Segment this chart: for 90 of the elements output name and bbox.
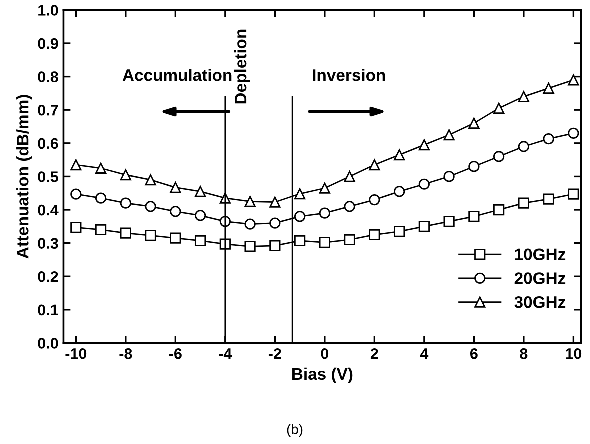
point [194, 186, 206, 198]
point [494, 151, 505, 162]
x-tick-label: 4 [420, 348, 429, 360]
point [518, 91, 530, 102]
y-tick-label: 0.8 [38, 72, 58, 82]
point [120, 169, 132, 181]
point [194, 210, 206, 222]
point [120, 228, 132, 239]
point [120, 198, 132, 209]
point [418, 221, 430, 232]
point [244, 218, 256, 230]
point [444, 171, 455, 182]
x-tick-label: 0 [321, 348, 329, 360]
y-tick-label: 0.2 [38, 271, 58, 282]
point [568, 128, 580, 139]
x-axis-title: Bias (V) [292, 368, 353, 384]
point [468, 118, 480, 129]
point [468, 161, 480, 172]
point [543, 194, 554, 205]
point [95, 162, 107, 174]
point [319, 237, 330, 248]
text: (b) [287, 424, 303, 438]
point [319, 182, 330, 194]
annotation: Inversion [313, 69, 386, 82]
y-tick-label: 0.6 [38, 138, 58, 150]
point [418, 178, 430, 190]
annotation: Depletion [234, 30, 250, 104]
point [294, 235, 306, 247]
point [444, 130, 455, 141]
point [270, 196, 281, 208]
point [70, 222, 82, 234]
annotation: Accumulation [122, 69, 232, 82]
legend-label: 30GHz [514, 296, 566, 308]
point [70, 160, 82, 171]
point [344, 171, 356, 182]
x-tick-label: 6 [470, 348, 478, 360]
point [418, 140, 430, 151]
point [518, 141, 530, 152]
y-tick-label: 0.9 [38, 38, 58, 50]
point [170, 182, 182, 194]
point [369, 160, 380, 171]
point [145, 201, 156, 212]
y-tick-label: 1.0 [38, 5, 58, 16]
point [444, 216, 455, 228]
point [543, 134, 554, 145]
x-tick-label: -2 [268, 348, 282, 360]
point [518, 198, 530, 209]
x-tick-label: 8 [520, 348, 528, 360]
point [394, 150, 406, 161]
point [170, 232, 182, 244]
point [319, 208, 330, 219]
x-tick-label: -8 [120, 348, 132, 360]
point [468, 211, 480, 222]
point [294, 188, 306, 200]
point [270, 218, 281, 229]
x-tick-label: 10 [566, 348, 582, 360]
point [369, 194, 380, 206]
y-tick-label: 0.3 [38, 238, 58, 250]
point [145, 174, 156, 186]
y-tick-label: 0.5 [38, 172, 58, 182]
legend-label: 20GHz [514, 272, 566, 284]
point [394, 186, 406, 198]
y-axis-title: Attenuation (dB/mm) [16, 95, 32, 259]
x-tick-label: -10 [66, 348, 87, 360]
point [494, 204, 505, 216]
point [344, 201, 356, 212]
y-tick-label: 0.7 [38, 104, 58, 116]
point [270, 240, 281, 252]
x-tick-label: -4 [219, 348, 232, 360]
y-tick-label: 0.0 [38, 338, 58, 349]
y-tick-label: 0.4 [38, 204, 59, 216]
point [568, 188, 580, 200]
point [244, 241, 256, 252]
point [344, 234, 356, 246]
y-tick-label: 0.1 [38, 304, 58, 316]
point [294, 211, 306, 222]
x-tick-label: 2 [370, 348, 378, 360]
point [170, 206, 182, 218]
point [194, 235, 206, 247]
point [70, 188, 82, 200]
point [95, 192, 107, 204]
point [369, 229, 380, 241]
legend-label: 10GHz [515, 248, 566, 261]
point [494, 102, 505, 114]
point [244, 196, 256, 208]
point [394, 226, 406, 238]
x-tick-label: -6 [169, 348, 182, 360]
point [145, 230, 156, 242]
point [543, 82, 554, 94]
point [95, 224, 107, 236]
